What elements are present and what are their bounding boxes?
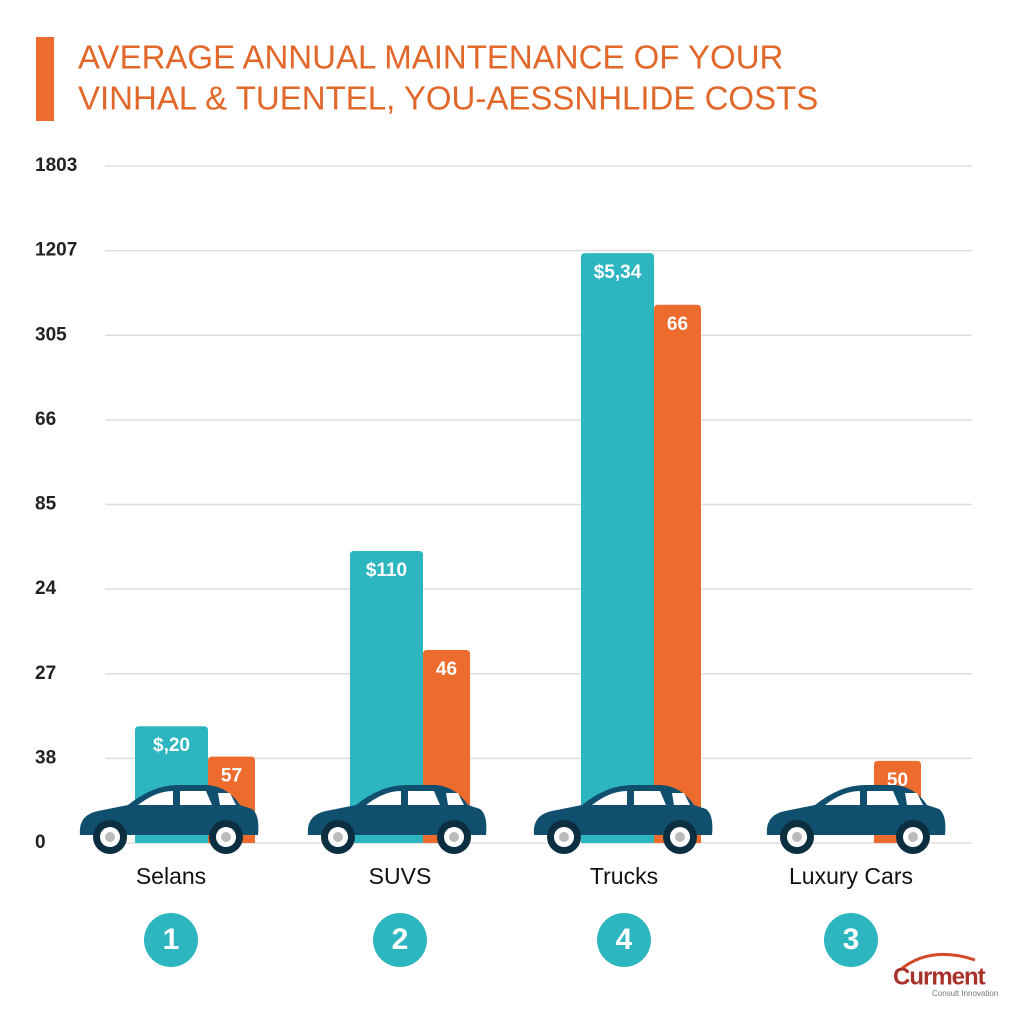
car-icon: [533, 785, 713, 854]
car-icon: [79, 785, 259, 854]
car-icon: [766, 785, 946, 854]
bar: [350, 551, 423, 843]
badge-circle: [373, 913, 427, 967]
logo-swoosh: [899, 952, 976, 972]
y-tick-label: 1207: [35, 240, 77, 261]
badge-label: 1: [163, 923, 180, 956]
value-label: 66: [667, 314, 688, 335]
car-window: [138, 791, 212, 805]
value-label: $5,34: [594, 262, 642, 283]
car-body: [79, 785, 259, 835]
badge-label: 2: [392, 923, 409, 956]
car-body: [307, 785, 487, 835]
y-tick-label: 38: [35, 747, 56, 768]
car-window: [905, 793, 923, 805]
badge-circle: [824, 913, 878, 967]
car-body: [766, 785, 946, 835]
y-tick-label: 85: [35, 494, 57, 515]
car-icon: [307, 785, 487, 854]
car-window: [218, 793, 236, 805]
y-tick-label: 24: [35, 578, 57, 599]
y-tick-label: 66: [35, 409, 56, 430]
y-tick-label: 0: [35, 832, 46, 853]
value-label: $,20: [153, 735, 190, 756]
car-body: [533, 785, 713, 835]
car-hub-center: [559, 832, 569, 842]
car-window: [825, 791, 899, 805]
badge-circle: [144, 913, 198, 967]
logo: Curment Consult Innovation: [893, 952, 998, 998]
logo-name: Curment: [893, 963, 986, 990]
value-label: 57: [221, 766, 242, 787]
badge-circle: [597, 913, 651, 967]
bar: [581, 253, 654, 843]
value-label: 46: [436, 659, 457, 680]
car-hub-center: [105, 832, 115, 842]
car-hub-center: [221, 832, 231, 842]
car-window: [672, 793, 690, 805]
chart-title: VINHAL & TUENTEL, YOU-AESSNHLIDE COSTS: [78, 80, 818, 117]
car-window: [592, 791, 666, 805]
badge-label: 4: [616, 923, 633, 956]
logo-tagline: Consult Innovation: [932, 989, 998, 998]
value-label: $110: [366, 560, 407, 581]
car-window: [446, 793, 464, 805]
badge-label: 3: [843, 923, 860, 956]
y-tick-label: 305: [35, 324, 67, 345]
car-hub-center: [449, 832, 459, 842]
bar: [654, 304, 701, 843]
x-tick-label: Luxury Cars: [789, 863, 913, 889]
car-hub-center: [908, 832, 918, 842]
car-hub-center: [333, 832, 343, 842]
x-tick-label: Selans: [136, 863, 206, 889]
chart-title: AVERAGE ANNUAL MAINTENANCE OF YOUR: [78, 39, 783, 76]
car-window: [366, 791, 440, 805]
car-hub-center: [675, 832, 685, 842]
x-tick-label: Trucks: [590, 863, 658, 889]
y-tick-label: 27: [35, 663, 56, 684]
x-tick-label: SUVS: [369, 863, 432, 889]
title-accent: [36, 37, 54, 121]
car-hub-center: [792, 832, 802, 842]
y-tick-label: 1803: [35, 155, 77, 176]
